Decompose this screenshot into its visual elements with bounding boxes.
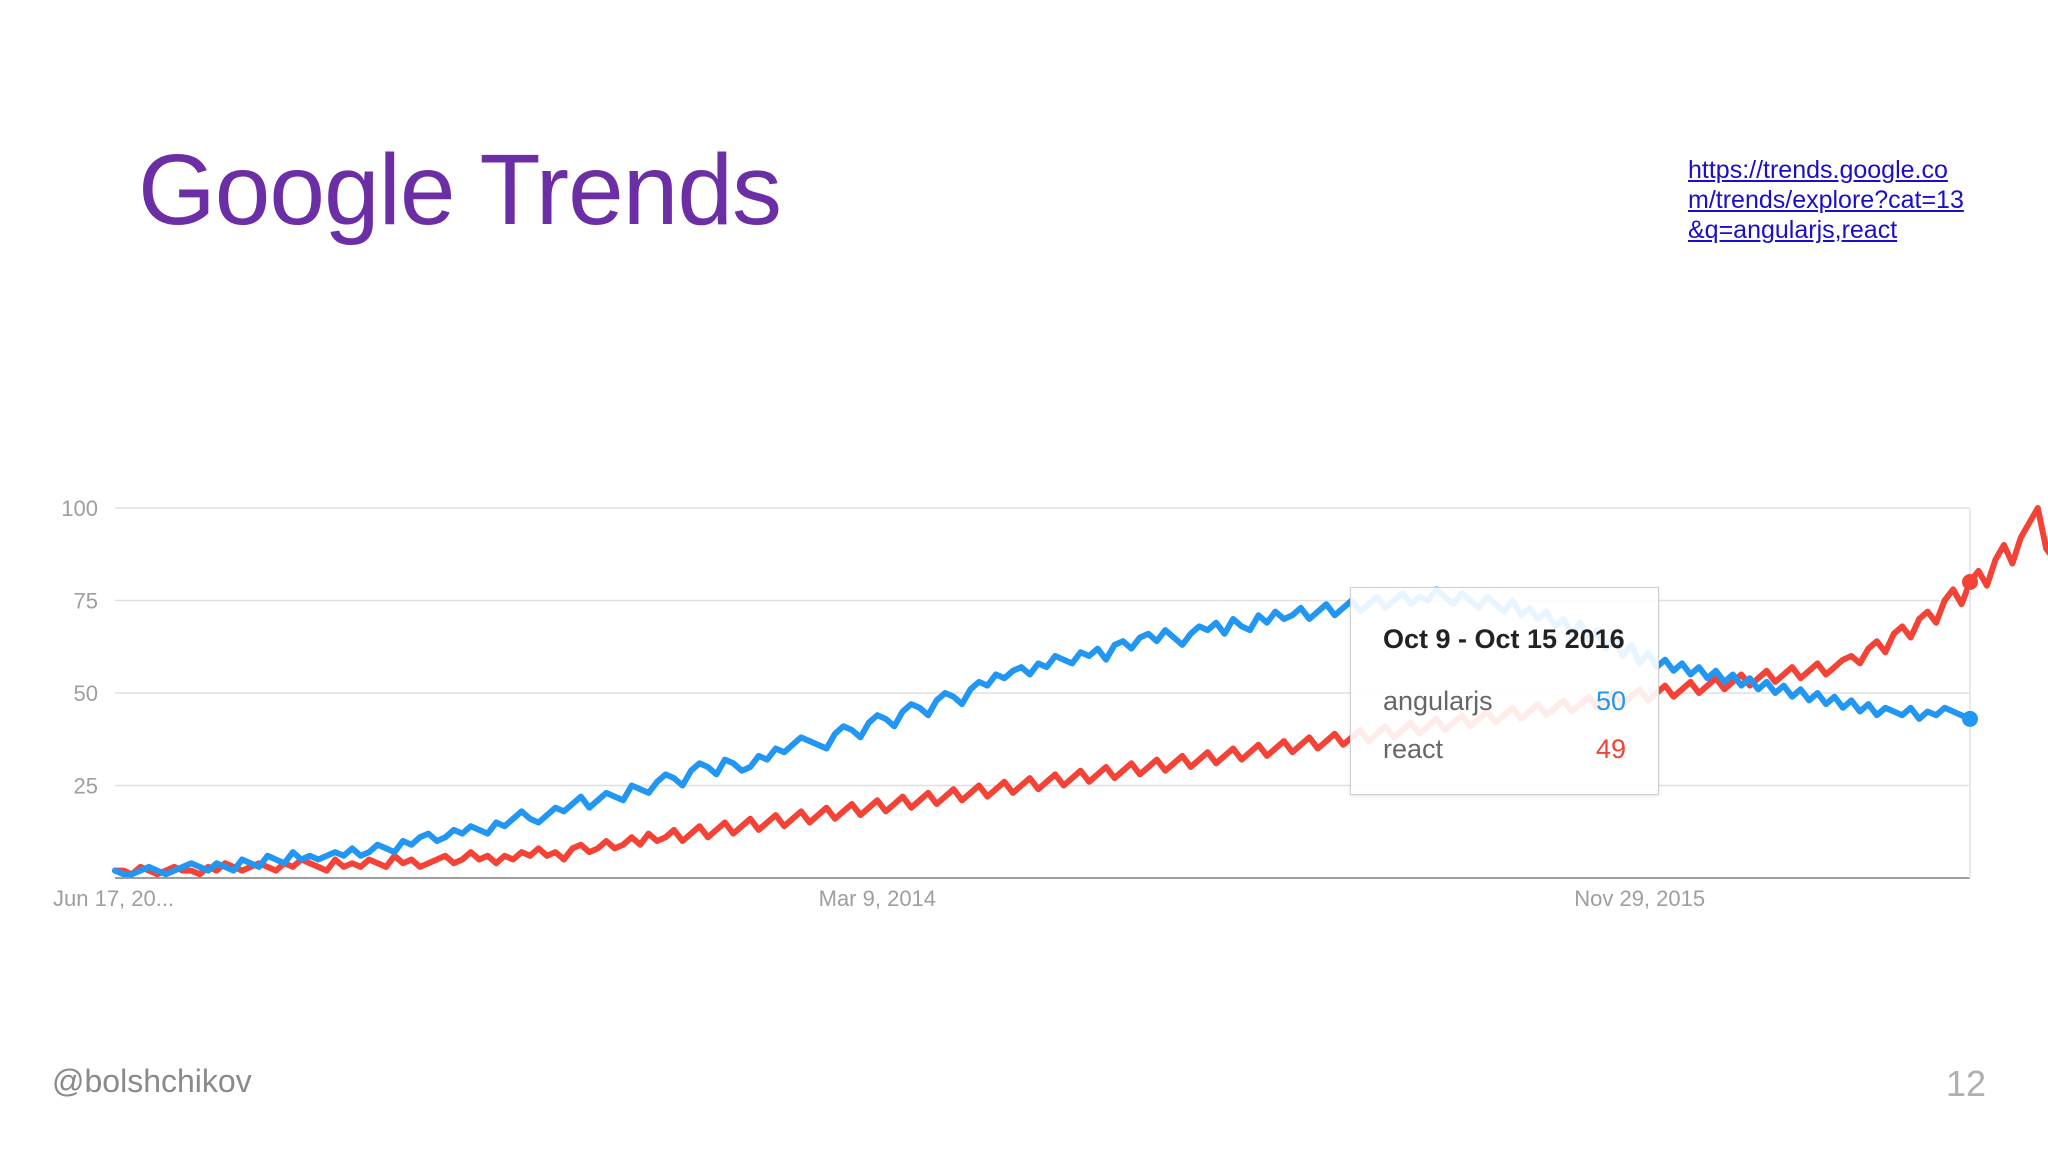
source-link-line-3[interactable]: &q=angularjs,react xyxy=(1688,216,1898,244)
tooltip-row-angularjs: angularjs 50 xyxy=(1383,686,1626,718)
tooltip-value-react: 49 xyxy=(1595,734,1626,764)
series-line-angularjs xyxy=(112,586,1973,878)
tooltip-date: Oct 9 - Oct 15 2016 xyxy=(1383,624,1625,654)
x-tick-label: Nov 29, 2015 xyxy=(1574,886,1705,911)
y-tick-label-100: 100 xyxy=(61,496,98,521)
page-number: 12 xyxy=(1945,1063,1986,1104)
x-tick-label: Mar 9, 2014 xyxy=(819,886,936,911)
source-link-line-2[interactable]: m/trends/explore?cat=13 xyxy=(1688,186,1964,214)
source-link-line-1[interactable]: https://trends.google.co xyxy=(1688,156,1948,184)
hover-point-react xyxy=(1962,574,1978,590)
tooltip-row-react: react 49 xyxy=(1383,734,1626,766)
hover-point-angularjs xyxy=(1962,710,1978,727)
footer-handle: @bolshchikov xyxy=(52,1063,252,1099)
tooltip-value-angularjs: 50 xyxy=(1595,686,1626,716)
y-tick-label-25: 25 xyxy=(74,774,98,799)
y-tick-label-75: 75 xyxy=(74,589,98,614)
tick-layer: 25 50 75 100 Jun 17, 20... Mar 9, 2014 Nov 29,… xyxy=(53,496,1705,911)
tooltip-label-angularjs: angularjs xyxy=(1383,686,1493,716)
x-tick-label: Jun 17, 20... xyxy=(53,886,174,911)
series-line-react xyxy=(112,505,2048,878)
y-tick-label-50: 50 xyxy=(74,681,98,706)
slide-title: Google Trends xyxy=(138,134,782,246)
hover-tooltip: Oct 9 - Oct 15 2016 angularjs 50 react 4… xyxy=(1350,587,1659,795)
source-link[interactable]: https://trends.google.co m/trends/explor… xyxy=(1688,155,1988,245)
tooltip-label-react: react xyxy=(1383,734,1444,764)
grid-layer xyxy=(115,507,1970,879)
cursor-layer xyxy=(1962,508,1978,878)
series-layer xyxy=(112,505,2048,878)
